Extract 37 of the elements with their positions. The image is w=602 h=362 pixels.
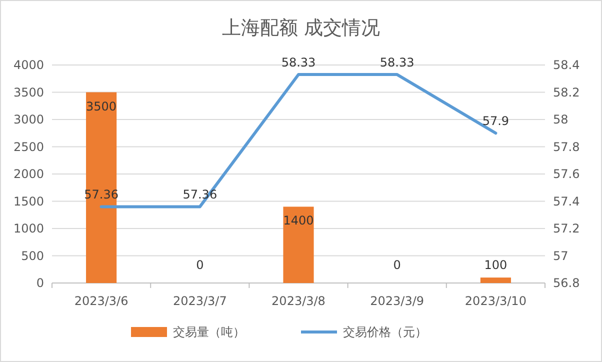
data-label: 0: [393, 258, 401, 272]
x-tick-label: 2023/3/9: [370, 294, 424, 308]
y2-tick-label: 57.4: [553, 194, 580, 208]
bar: [283, 206, 314, 283]
y2-tick-label: 57.8: [553, 140, 580, 154]
legend-label: 交易量（吨）: [173, 325, 245, 339]
y-tick-label: 1500: [13, 194, 44, 208]
y-tick-label: 3000: [13, 112, 44, 126]
y-tick-label: 0: [36, 276, 44, 290]
data-label: 57.9: [482, 114, 510, 128]
y2-tick-label: 57: [553, 248, 568, 263]
y-tick-label: 3500: [13, 85, 44, 100]
data-label: 100: [484, 258, 508, 272]
y2-tick-label: 58: [553, 112, 568, 126]
y-tick-label: 2500: [13, 140, 44, 154]
legend-label: 交易价格（元）: [343, 325, 427, 339]
y2-tick-label: 58.4: [553, 58, 580, 72]
y2-tick-label: 58.2: [553, 85, 580, 100]
y-tick-label: 1000: [13, 222, 44, 236]
bar: [480, 278, 511, 283]
bar: [86, 92, 117, 283]
y2-tick-label: 57.6: [553, 167, 580, 181]
y-tick-label: 500: [21, 248, 44, 263]
x-tick-label: 2023/3/8: [272, 294, 326, 308]
y-tick-label: 4000: [13, 58, 44, 72]
chart-title: 上海配额 成交情况: [222, 17, 380, 39]
data-label: 0: [196, 258, 204, 272]
x-tick-label: 2023/3/7: [172, 294, 227, 308]
x-tick-label: 2023/3/10: [464, 294, 526, 308]
y2-tick-label: 56.8: [553, 276, 580, 290]
data-label: 58.33: [380, 56, 414, 70]
data-label: 1400: [283, 214, 314, 228]
y-tick-label: 2000: [13, 167, 44, 181]
data-label: 58.33: [281, 56, 316, 70]
y2-tick-label: 57.2: [553, 222, 580, 236]
x-tick-label: 2023/3/6: [74, 294, 128, 308]
data-label: 3500: [86, 99, 117, 114]
